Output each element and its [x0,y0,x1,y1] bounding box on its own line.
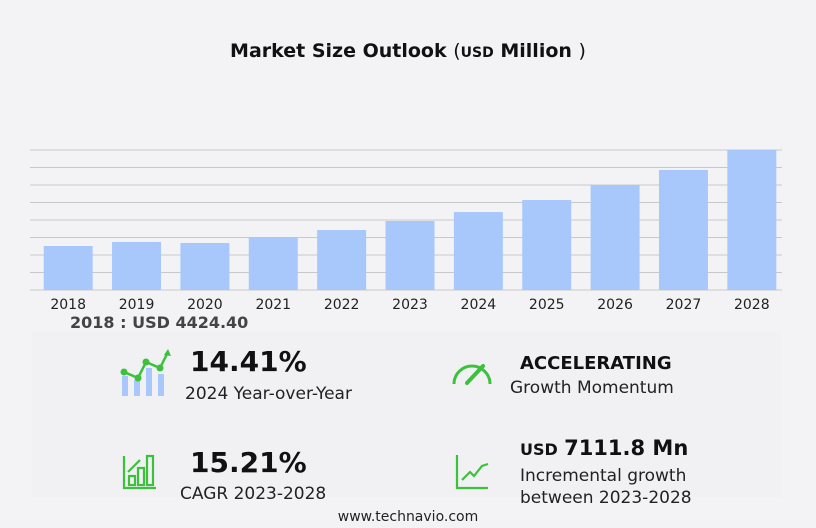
bar-2022 [317,230,367,290]
bar-2028 [727,150,777,290]
growth-chart-icon [454,454,490,495]
chart-title: Market Size Outlook (USD Million ) [0,40,816,62]
x-tick-label: 2027 [666,297,702,313]
x-tick-label: 2021 [255,297,291,313]
bar-2025 [522,200,572,290]
bar-2018 [43,246,93,290]
bar-2026 [590,185,640,290]
title-paren: ( [453,40,461,62]
bar-2027 [658,169,708,290]
incremental-label-1: Incremental growth [520,466,687,486]
x-tick-label: 2023 [392,297,428,313]
incremental-label-2: between 2023-2028 [520,488,692,508]
incremental-amount: 7111.8 Mn [564,436,689,460]
incremental-unit: USD [520,440,558,459]
bar-chart: 2018 2019 2020 2021 2022 2023 2024 2025 2026 2027… [30,149,782,313]
title-main: Market Size Outlook [230,40,447,62]
bar-2020 [180,242,230,290]
title-paren: ) [578,40,586,62]
x-tick-label: 2026 [597,297,633,313]
bar-2023 [385,220,435,290]
cagr-icon [122,454,158,495]
cagr-label: CAGR 2023-2028 [180,484,327,504]
incremental-value: USD 7111.8 Mn [520,436,688,460]
bar-2019 [112,241,162,290]
title-unit: USD [460,45,494,61]
momentum-value: ACCELERATING [520,353,672,374]
x-tick-label: 2025 [529,297,565,313]
x-tick-label: 2018 [50,297,86,313]
x-tick-label: 2019 [119,297,155,313]
x-tick-label: 2028 [734,297,770,313]
x-tick-label: 2020 [187,297,223,313]
cagr-value: 15.21% [190,446,307,479]
bar-2024 [453,212,503,290]
stats-panel [32,332,782,497]
x-tick-label: 2022 [324,297,360,313]
yoy-value: 14.41% [190,345,307,378]
bar-2021 [248,237,298,290]
yoy-label: 2024 Year-over-Year [185,384,352,404]
first-year-value: 2018 : USD 4424.40 [70,313,249,332]
yoy-icon [118,348,174,403]
speedometer-icon [450,358,494,393]
title-unit-word: Million [500,40,572,62]
x-tick-label: 2024 [461,297,497,313]
footer-url[interactable]: www.technavio.com [337,509,479,525]
momentum-label: Growth Momentum [510,378,674,398]
